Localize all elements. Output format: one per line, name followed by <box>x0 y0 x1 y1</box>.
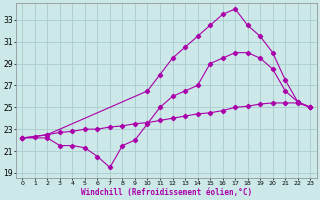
X-axis label: Windchill (Refroidissement éolien,°C): Windchill (Refroidissement éolien,°C) <box>81 188 252 197</box>
